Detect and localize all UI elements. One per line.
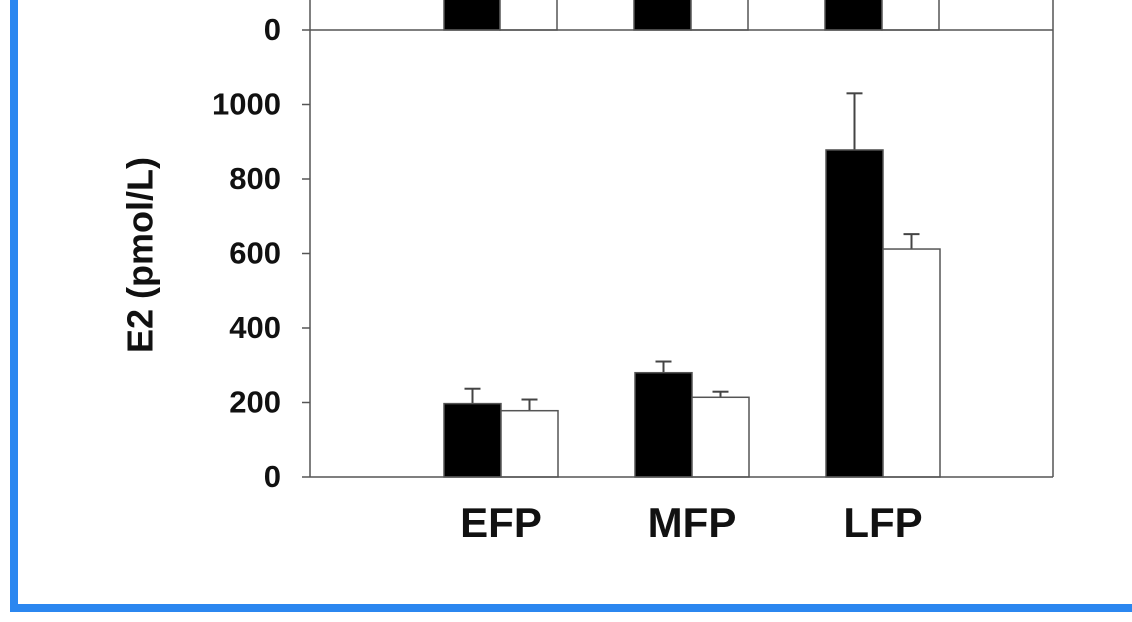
upper-y-tick-label: 0: [264, 12, 281, 47]
y-tick-label: 800: [229, 161, 281, 196]
frame-border-left: [10, 0, 18, 612]
bar: [882, 248, 941, 478]
upper-bar: [633, 0, 692, 31]
upper-bar: [443, 0, 501, 31]
x-tick-label: MFP: [648, 499, 737, 546]
upper-chart: [302, 0, 1054, 477]
upper-bar: [881, 0, 940, 31]
y-axis-label: E2 (pmol/L): [120, 157, 161, 353]
frame-border-bottom: [10, 604, 1132, 612]
bar: [634, 371, 693, 478]
bar: [443, 402, 502, 478]
y-tick-label: 1000: [212, 87, 281, 122]
upper-bar: [499, 0, 558, 31]
bar: [825, 149, 884, 478]
bar: [500, 409, 559, 478]
y-tick-label: 600: [229, 236, 281, 271]
x-tick-label: EFP: [460, 499, 542, 546]
upper-bar: [824, 0, 883, 31]
upper-bar: [690, 0, 749, 31]
y-tick-label: 200: [229, 385, 281, 420]
bar: [691, 396, 750, 478]
y-tick-label: 0: [264, 459, 281, 494]
y-tick-label: 400: [229, 310, 281, 345]
x-tick-label: LFP: [843, 499, 922, 546]
